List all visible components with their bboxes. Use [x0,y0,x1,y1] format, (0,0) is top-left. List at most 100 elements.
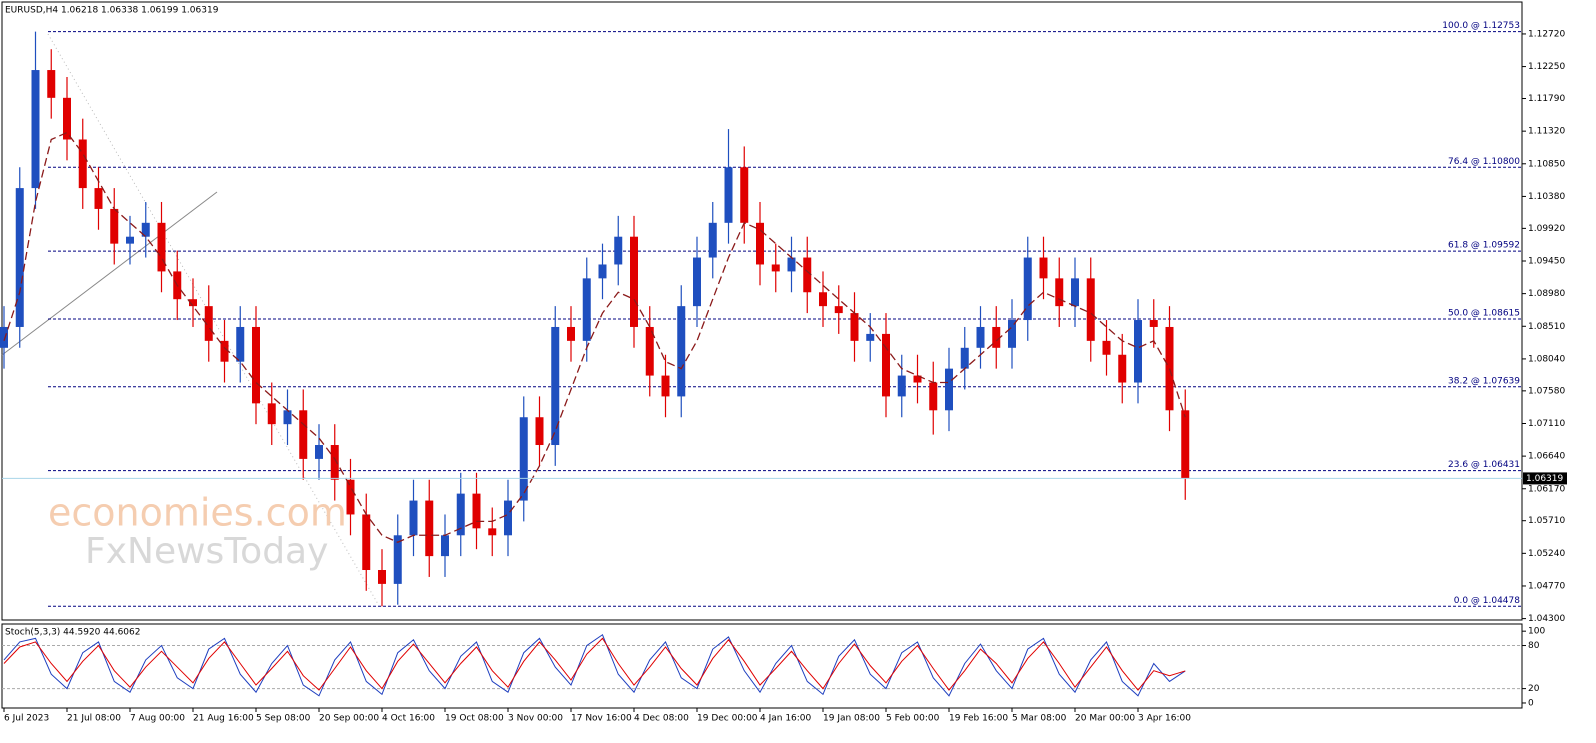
fib-level-label: 61.8 @ 1.09592 [1448,241,1520,251]
y-tick-label: 1.07580 [1528,386,1565,396]
fib-level-label: 23.6 @ 1.06431 [1448,460,1520,470]
candle-body [472,493,481,529]
candle-body [330,445,339,480]
y-tick-label: 20 [1528,684,1540,694]
candle-body [819,292,827,307]
y-tick-label: 1.11320 [1528,127,1565,137]
x-tick-label: 5 Mar 08:00 [1012,714,1067,724]
candle-body [630,236,638,327]
y-tick-label: 1.08040 [1528,354,1565,364]
candle-body [63,97,71,140]
candle-body [614,236,623,265]
watermark-sub: FxNewsToday [85,531,328,572]
y-tick-label: 1.10380 [1528,192,1565,202]
candle-body [882,333,890,397]
candle-body [441,535,449,557]
candle-body [315,445,323,459]
candle-body [204,306,213,341]
candle-body [31,70,40,189]
candle-body [551,326,560,446]
current-price-box [1523,472,1567,485]
x-tick-label: 19 Feb 16:00 [949,714,1008,724]
fib-level-label: 0.0 @ 1.04478 [1454,596,1521,606]
candle-body [378,570,386,584]
candle-body [677,306,686,397]
candle-body [362,514,371,571]
candle-body [992,326,1001,348]
chart-title: EURUSD,H4 1.06218 1.06338 1.06199 1.0631… [5,6,219,16]
candle-body [220,340,229,362]
y-tick-label: 1.10850 [1528,159,1565,169]
candle-body [15,188,24,327]
candle-body [1149,320,1158,327]
x-tick-label: 21 Jul 08:00 [67,714,121,724]
candle-body [1008,320,1016,348]
candle-body [0,326,8,348]
fibo-base-line [47,33,379,605]
y-tick-label: 1.04300 [1528,614,1565,624]
candle-body [960,347,969,369]
candle-body [724,167,733,223]
y-tick-label: 100 [1528,627,1545,637]
candle-body [94,188,103,209]
candle-body [456,493,465,536]
x-tick-label: 19 Dec 00:00 [697,714,758,724]
candle-body [141,222,150,237]
candle-body [189,299,197,307]
x-tick-label: 6 Jul 2023 [4,714,49,724]
candle-body [582,278,591,341]
y-tick-label: 1.12250 [1528,62,1565,72]
candle-body [913,375,922,383]
candle-body [850,313,859,341]
fib-level-label: 76.4 @ 1.10800 [1448,157,1520,167]
candle-body [393,535,402,584]
y-tick-label: 1.08510 [1528,322,1565,332]
candle-body [1134,320,1142,383]
candle-body [945,368,953,411]
x-tick-label: 7 Aug 00:00 [130,714,185,724]
x-tick-label: 20 Mar 00:00 [1075,714,1135,724]
candle-body [252,326,260,404]
candle-body [567,326,575,341]
candle-body [1102,340,1111,355]
candle-body [409,500,418,536]
y-tick-label: 1.05710 [1528,516,1565,526]
x-tick-label: 4 Dec 08:00 [634,714,689,724]
candle-body [504,500,512,536]
candle-body [787,257,796,272]
candle-body [740,167,749,223]
main-panel [1,1,1523,621]
y-tick-label: 1.12720 [1528,29,1565,39]
y-tick-label: 1.11790 [1528,94,1565,104]
candle-body [519,417,528,501]
fib-level-label: 100.0 @ 1.12753 [1442,21,1520,31]
x-tick-label: 5 Feb 00:00 [886,714,940,724]
candle-body [1023,257,1032,321]
moving-average [3,131,1186,543]
fib-level-label: 38.2 @ 1.07639 [1448,376,1520,386]
x-tick-label: 20 Sep 00:00 [319,714,379,724]
x-tick-label: 19 Oct 08:00 [445,714,504,724]
x-tick-label: 4 Oct 16:00 [382,714,435,724]
candle-body [1039,257,1048,279]
y-tick-label: 1.07110 [1528,419,1565,429]
candle-body [236,326,245,362]
candle-body [693,257,701,307]
candle-body [866,333,875,341]
candle-body [1086,278,1095,341]
candle-body [1181,410,1190,479]
candle-body [598,264,607,279]
candle-body [110,208,119,244]
y-tick-label: 80 [1528,641,1540,651]
y-tick-label: 1.09450 [1528,257,1565,267]
candle-body [803,257,812,293]
stoch-title: Stoch(5,3,3) 44.5920 44.6062 [5,628,140,638]
x-tick-label: 5 Sep 08:00 [256,714,311,724]
x-tick-label: 17 Nov 16:00 [571,714,632,724]
candle-body [756,222,764,265]
fib-level-label: 50.0 @ 1.08615 [1448,308,1520,318]
candle-body [1071,278,1079,307]
